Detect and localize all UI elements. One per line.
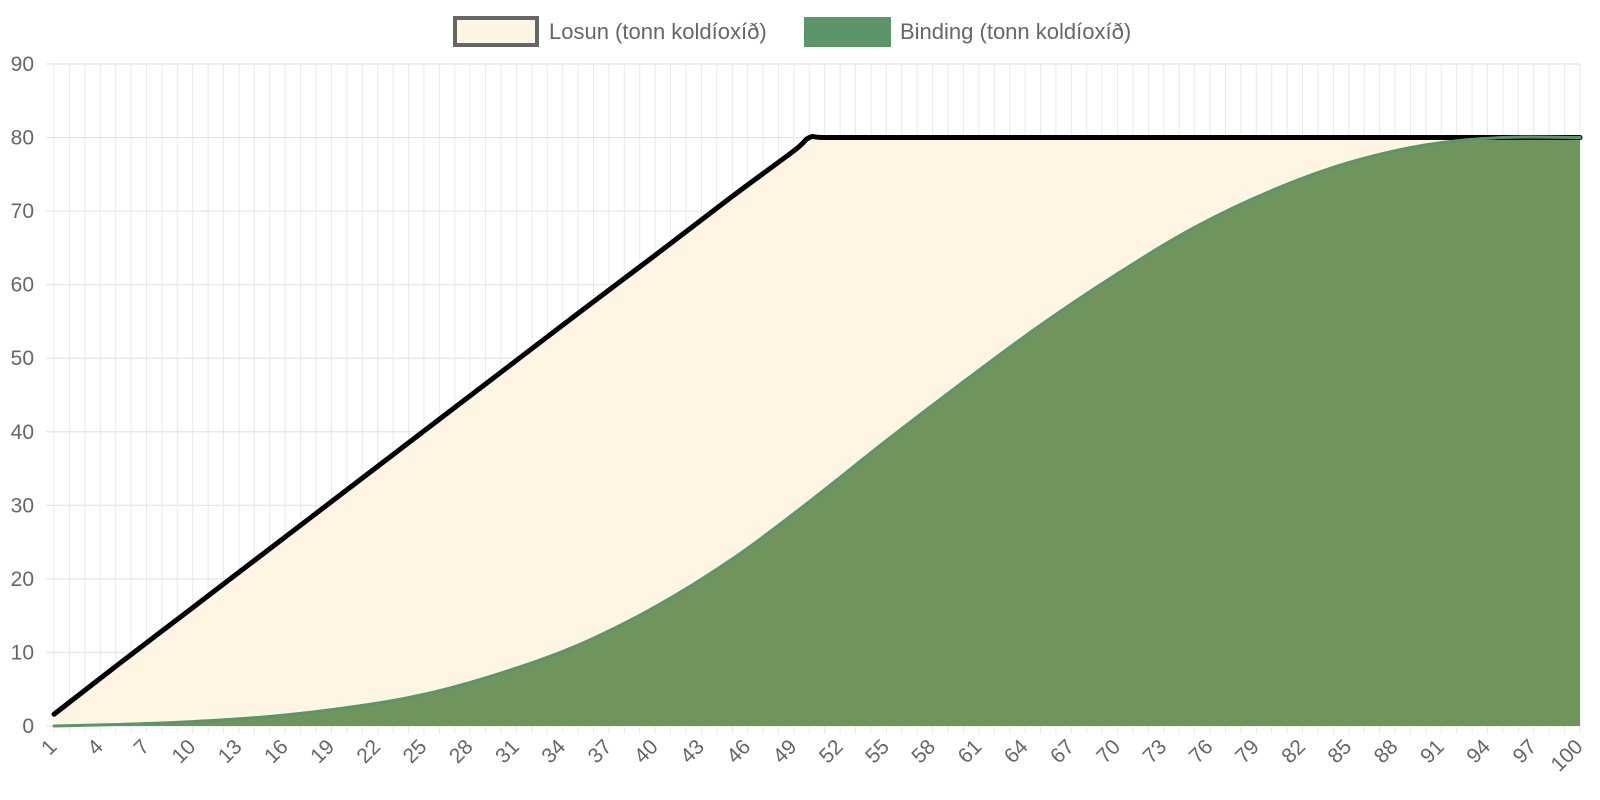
x-tick-label: 58 [907,735,940,768]
y-tick-label: 60 [11,274,34,297]
x-tick-label: 19 [306,735,339,768]
x-tick-label: 46 [722,735,755,768]
x-tick-label: 70 [1092,735,1125,768]
x-tick-label: 94 [1462,735,1495,768]
legend-swatch-losun [453,16,539,47]
legend-item-binding[interactable]: Binding (tonn koldíoxíð) [804,17,1131,47]
x-tick-label: 85 [1324,735,1357,768]
y-tick-label: 40 [11,421,34,444]
y-axis-ticks: 0 10 20 30 40 50 60 70 80 90 [11,53,34,738]
y-tick-label: 90 [11,53,34,76]
x-tick-label: 40 [630,735,663,768]
x-tick-label: 79 [1231,735,1264,768]
x-tick-label: 25 [399,735,432,768]
x-tick-label: 82 [1277,735,1310,768]
x-tick-label: 22 [352,735,385,768]
x-tick-label: 28 [445,735,478,768]
legend: Losun (tonn koldíoxíð) Binding (tonn kol… [453,16,1131,47]
x-tick-label: 55 [861,735,894,768]
x-tick-label: 67 [1046,735,1079,768]
x-tick-label: 1 [37,735,62,760]
y-tick-label: 50 [11,347,34,370]
x-tick-label: 37 [584,735,617,768]
x-tick-label: 76 [1185,735,1218,768]
x-tick-label: 10 [167,735,200,768]
x-tick-label: 16 [260,735,293,768]
legend-swatch-binding [804,17,891,47]
series-line-losun [51,134,1583,717]
x-tick-label: 43 [676,735,709,768]
y-tick-label: 80 [11,127,34,150]
x-tick-label: 61 [954,735,987,768]
x-tick-label: 73 [1139,735,1172,768]
legend-label-losun: Losun (tonn koldíoxíð) [549,19,767,44]
series-line-binding [52,135,1582,728]
x-tick-label: 31 [491,735,524,768]
y-tick-label: 70 [11,200,34,223]
x-tick-label: 49 [769,735,802,768]
legend-label-binding: Binding (tonn koldíoxíð) [900,19,1131,44]
y-tick-label: 10 [11,641,34,664]
x-tick-label: 64 [1000,735,1033,768]
x-tick-label: 52 [815,735,848,768]
y-tick-label: 30 [11,494,34,517]
x-tick-label: 34 [537,735,570,768]
x-tick-label: 97 [1509,735,1542,768]
x-tick-label: 7 [129,735,154,760]
y-tick-label: 0 [22,715,34,738]
series-lines [51,134,1583,728]
legend-item-losun[interactable]: Losun (tonn koldíoxíð) [453,16,767,47]
series-areas [54,136,1580,727]
x-tick-label: 4 [83,735,108,760]
y-tick-label: 20 [11,568,34,591]
series-area-binding [54,136,1580,727]
x-axis-ticks: 1 4 7 10 13 16 19 22 25 28 31 34 37 40 43 46 49 52 55 58 61 6… [37,735,1588,776]
x-tick-label: 100 [1546,735,1587,776]
x-tick-label: 88 [1370,735,1403,768]
x-tick-label: 91 [1416,735,1449,768]
x-tick-label: 13 [214,735,247,768]
